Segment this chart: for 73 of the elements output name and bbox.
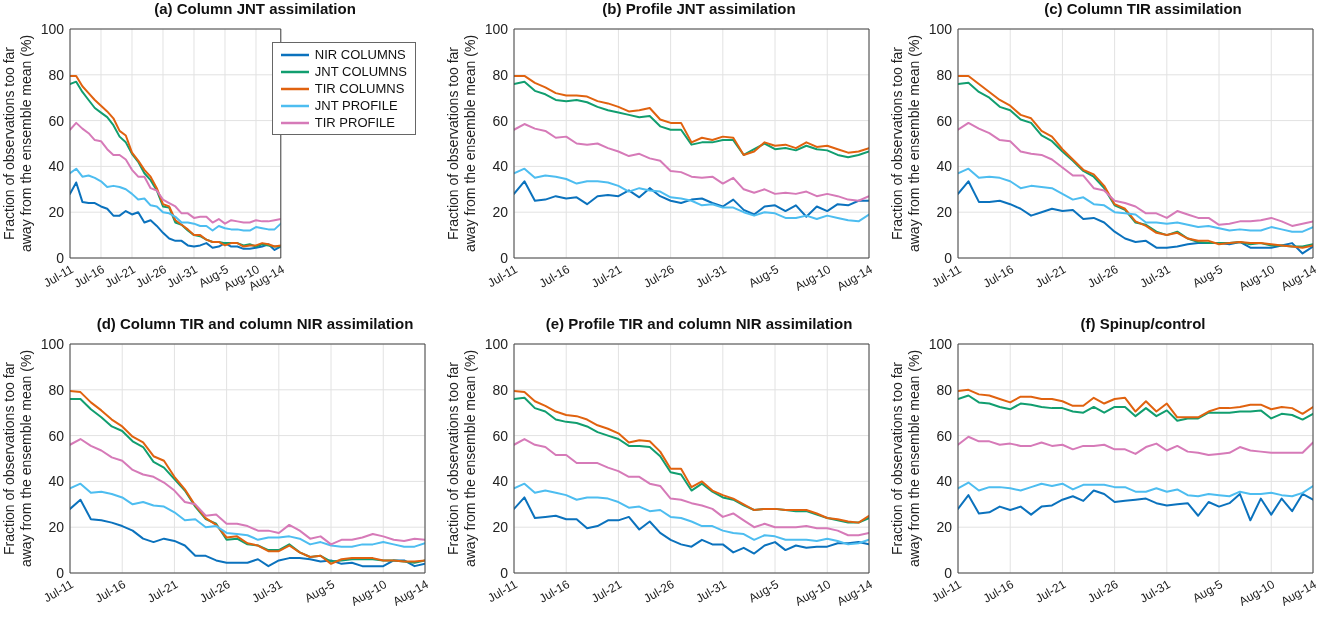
line-series <box>958 435 1313 456</box>
y-tick-label: 40 <box>936 158 953 175</box>
y-axis-title: Fraction of observations too far away from the ensemble mean (%) <box>1 349 34 567</box>
line-series <box>958 489 1313 521</box>
line-series <box>958 481 1313 497</box>
line-series <box>70 437 425 545</box>
y-tick-label: 40 <box>48 158 65 175</box>
y-tick-label: 0 <box>944 249 953 266</box>
y-tick-label: 100 <box>484 335 509 352</box>
y-axis-title: Fraction of observations too far away from the ensemble mean (%) <box>445 34 478 253</box>
legend-label: TIR PROFILE <box>314 114 395 131</box>
y-tick-label: 60 <box>48 112 65 129</box>
y-axis-title: Fraction of observations too far away from the ensemble mean (%) <box>889 349 922 567</box>
legend-label: NIR COLUMNS <box>314 46 406 63</box>
line-series <box>514 482 869 545</box>
y-tick-label: 20 <box>936 518 953 535</box>
y-tick-label: 0 <box>944 564 953 581</box>
line-series <box>514 167 869 223</box>
y-tick-label: 100 <box>928 335 953 352</box>
y-tick-label: 80 <box>492 66 509 83</box>
y-tick-label: 20 <box>936 204 953 221</box>
y-tick-label: 20 <box>492 204 509 221</box>
chart-title: (e) Profile TIR and column NIR assimilation <box>544 314 854 334</box>
legend-label: JNT COLUMNS <box>314 63 407 80</box>
y-tick-label: 80 <box>492 381 509 398</box>
y-tick-label: 20 <box>48 518 65 535</box>
line-series <box>958 121 1313 227</box>
y-tick-label: 60 <box>492 112 509 129</box>
line-series <box>70 167 281 232</box>
y-tick-label: 100 <box>484 20 509 37</box>
line-series <box>514 180 869 218</box>
chart-title: (f) Spinup/control <box>1079 314 1207 334</box>
line-series <box>958 394 1313 422</box>
line-series <box>70 181 281 251</box>
chart-title: (b) Profile JNT assimilation <box>601 0 797 19</box>
y-tick-label: 80 <box>48 66 65 83</box>
legend-label: TIR COLUMNS <box>314 80 405 97</box>
y-tick-label: 40 <box>492 472 509 489</box>
line-series <box>70 121 281 225</box>
line-series <box>958 388 1313 418</box>
line-series <box>514 495 869 555</box>
chart-title: (c) Column TIR assimilation <box>1043 0 1243 19</box>
y-tick-label: 40 <box>492 158 509 175</box>
y-axis-title: Fraction of observations too far away from the ensemble mean (%) <box>1 34 34 253</box>
y-tick-label: 80 <box>936 381 953 398</box>
y-tick-label: 40 <box>936 472 953 489</box>
line-series <box>514 437 869 536</box>
y-tick-label: 80 <box>48 381 65 398</box>
y-axis-title: Fraction of observations too far away from the ensemble mean (%) <box>889 34 922 253</box>
line-series <box>514 123 869 202</box>
y-axis-title: Fraction of observations too far away from the ensemble mean (%) <box>445 349 478 567</box>
y-tick-label: 20 <box>492 518 509 535</box>
y-tick-label: 0 <box>500 564 509 581</box>
y-tick-label: 100 <box>928 20 953 37</box>
y-tick-label: 100 <box>40 20 65 37</box>
legend-label: JNT PROFILE <box>314 97 398 114</box>
y-tick-label: 60 <box>492 427 509 444</box>
line-series <box>958 180 1313 255</box>
y-tick-label: 100 <box>40 335 65 352</box>
y-tick-label: 60 <box>936 427 953 444</box>
y-tick-label: 0 <box>500 249 509 266</box>
y-tick-label: 80 <box>936 66 953 83</box>
chart-title: (a) Column JNT assimilation <box>153 0 357 19</box>
y-tick-label: 60 <box>936 112 953 129</box>
y-tick-label: 20 <box>48 204 65 221</box>
line-series <box>70 482 425 548</box>
y-tick-label: 40 <box>48 472 65 489</box>
y-tick-label: 60 <box>48 427 65 444</box>
y-tick-label: 0 <box>56 249 65 266</box>
y-tick-label: 0 <box>56 564 65 581</box>
chart-title: (d) Column TIR and column NIR assimilation <box>95 314 415 334</box>
line-series <box>70 498 425 567</box>
line-series <box>958 167 1313 233</box>
